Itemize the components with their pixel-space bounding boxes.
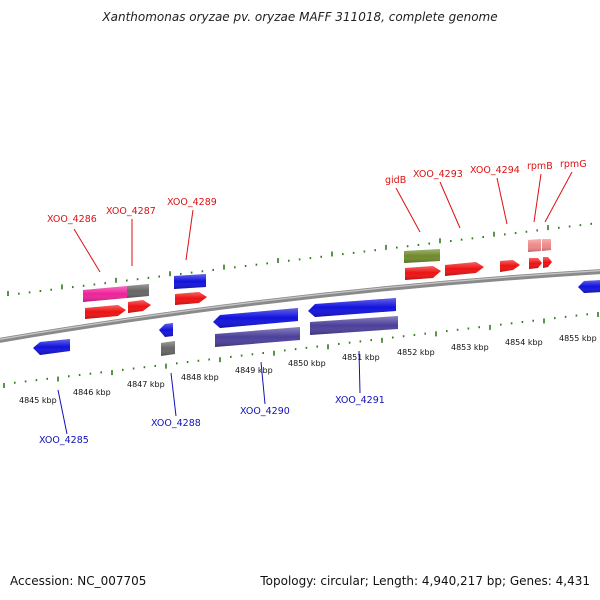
scale-label: 4855 kbp: [559, 334, 597, 343]
gene-label[interactable]: XOO_4285: [39, 435, 89, 446]
accession-text: Accession: NC_007705: [10, 574, 147, 588]
gene-arrow-red[interactable]: [405, 266, 441, 280]
gene-arrow-red[interactable]: [500, 260, 520, 272]
callouts-top: [73, 171, 573, 273]
gene-xoo-4287-gray[interactable]: [127, 284, 149, 298]
scale-labels: 4845 kbp 4846 kbp 4847 kbp 4848 kbp 4849…: [19, 334, 597, 405]
genome-backbone: [0, 269, 600, 343]
gene-label[interactable]: rpmB: [527, 161, 553, 172]
gene-tracks: [33, 239, 600, 356]
scale-label: 4854 kbp: [505, 338, 543, 347]
scale-label: 4848 kbp: [181, 373, 219, 382]
scale-ticks-top: [7, 222, 593, 296]
topology-summary: Topology: circular; Length: 4,940,217 bp…: [260, 574, 590, 588]
gene-arrow-red[interactable]: [445, 262, 484, 276]
genome-backbone-highlight: [0, 270, 600, 340]
gene-arrow-red[interactable]: [85, 305, 126, 319]
gene-label[interactable]: XOO_4291: [335, 395, 385, 406]
gene-arrow-red[interactable]: [175, 292, 207, 305]
scale-label: 4851 kbp: [342, 353, 380, 362]
gene-label[interactable]: XOO_4289: [167, 197, 217, 208]
scale-label: 4846 kbp: [73, 388, 111, 397]
gene-xoo-4290-blue[interactable]: [213, 308, 298, 328]
gene-gidb-olive[interactable]: [404, 249, 440, 263]
scale-label: 4853 kbp: [451, 343, 489, 352]
gene-blue-edge[interactable]: [578, 280, 600, 293]
gene-xoo-4289-blue[interactable]: [174, 274, 206, 289]
gene-xoo-4286-pink[interactable]: [83, 286, 127, 302]
gene-xoo-4290-navy[interactable]: [215, 327, 300, 347]
gene-xoo-4285-blue[interactable]: [33, 339, 70, 355]
gene-label[interactable]: rpmG: [560, 159, 587, 170]
scale-ticks-bottom: [3, 312, 599, 388]
gene-label[interactable]: XOO_4294: [470, 165, 520, 176]
gene-labels-top: XOO_4286 XOO_4287 XOO_4289 gidB XOO_4293…: [47, 159, 587, 225]
gene-label[interactable]: gidB: [385, 175, 406, 186]
gene-xoo-4291-navy[interactable]: [310, 316, 398, 335]
gene-arrow-red[interactable]: [543, 257, 552, 268]
gene-rpmg-salmon[interactable]: [542, 239, 551, 251]
gene-xoo-4288-blue[interactable]: [159, 323, 173, 337]
gene-xoo-4288-gray[interactable]: [161, 341, 175, 356]
scale-label: 4850 kbp: [288, 359, 326, 368]
callouts-bottom: [57, 350, 361, 435]
gene-rpmb-salmon[interactable]: [528, 239, 541, 252]
gene-arrow-red[interactable]: [128, 300, 151, 313]
gene-label[interactable]: XOO_4287: [106, 206, 156, 217]
gene-label[interactable]: XOO_4290: [240, 406, 290, 417]
scale-label: 4847 kbp: [127, 380, 165, 389]
gene-label[interactable]: XOO_4288: [151, 418, 201, 429]
gene-labels-bottom: XOO_4285 XOO_4288 XOO_4290 XOO_4291: [39, 395, 385, 446]
gene-label[interactable]: XOO_4286: [47, 214, 97, 225]
scale-label: 4845 kbp: [19, 396, 57, 405]
gene-xoo-4291-blue[interactable]: [308, 298, 396, 317]
gene-arrow-red[interactable]: [529, 258, 542, 269]
scale-label: 4849 kbp: [235, 366, 273, 375]
map-title: Xanthomonas oryzae pv. oryzae MAFF 31101…: [102, 10, 498, 24]
scale-label: 4852 kbp: [397, 348, 435, 357]
gene-label[interactable]: XOO_4293: [413, 169, 463, 180]
